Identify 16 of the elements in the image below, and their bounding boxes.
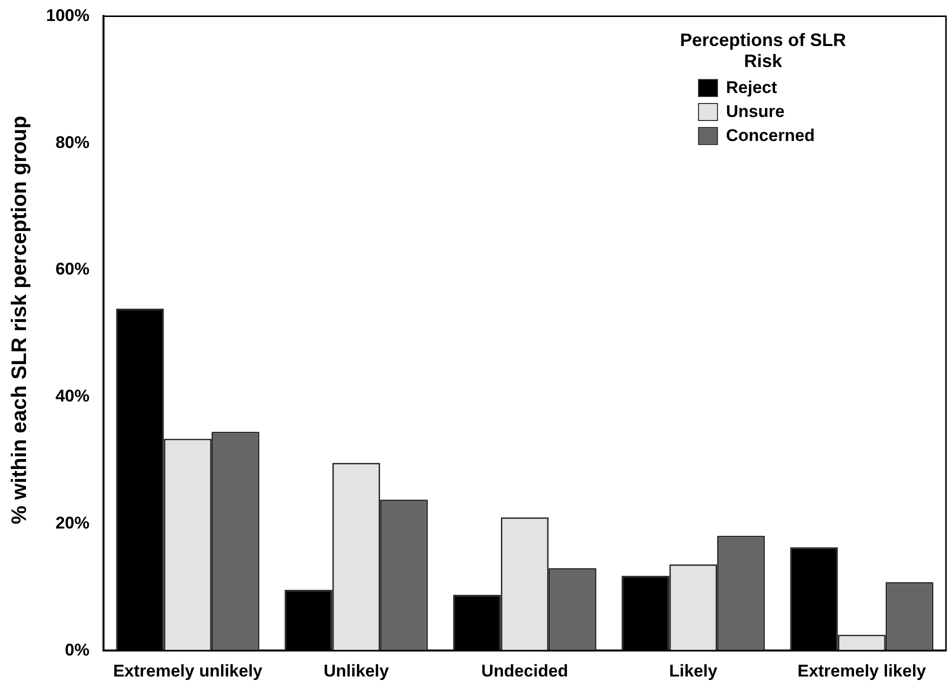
y-tick-label: 60% xyxy=(55,260,90,279)
y-tick-label: 80% xyxy=(55,132,90,152)
legend-title: Perceptions of SLR Risk xyxy=(678,30,848,72)
legend-label: Reject xyxy=(726,78,778,98)
legend-label: Unsure xyxy=(726,102,785,122)
y-tick-label: 100% xyxy=(46,6,90,25)
y-tick-label: 40% xyxy=(55,386,90,406)
x-tick-label: Extremely likely xyxy=(797,661,927,680)
y-axis-title: % within each SLR risk perception group xyxy=(8,116,32,524)
y-tick-label: 20% xyxy=(55,513,90,532)
x-tick-label: Unlikely xyxy=(324,661,390,680)
x-tick-label: Likely xyxy=(669,661,718,680)
x-tick-label: Undecided xyxy=(481,661,568,680)
x-tick-label: Extremely unlikely xyxy=(113,661,263,680)
y-tick-label: 0% xyxy=(64,640,90,660)
legend-label: Concerned xyxy=(726,126,815,146)
